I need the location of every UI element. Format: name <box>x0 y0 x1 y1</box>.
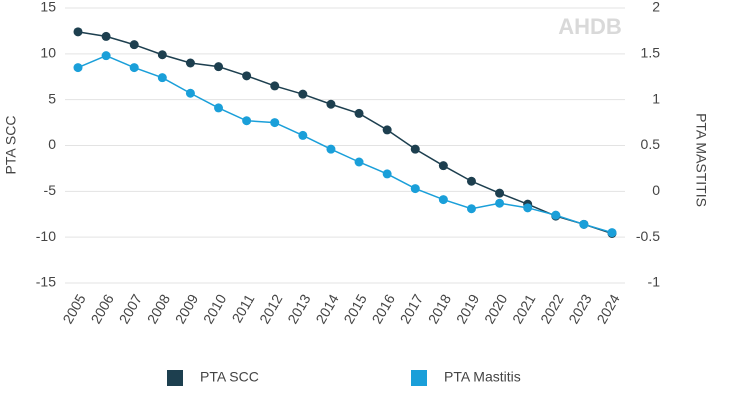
data-point <box>129 40 139 50</box>
data-point <box>270 118 280 128</box>
data-point <box>157 50 167 60</box>
legend-swatch <box>411 370 427 386</box>
data-point <box>551 210 561 220</box>
x-tick-label: 2006 <box>87 291 117 326</box>
data-point <box>382 125 392 135</box>
x-tick-label: 2022 <box>537 291 567 326</box>
x-tick-label: 2024 <box>593 291 623 326</box>
x-tick-label: 2010 <box>200 291 230 326</box>
legend-label: PTA SCC <box>200 369 259 385</box>
x-tick-label: 2005 <box>59 291 89 326</box>
x-tick-label: 2012 <box>256 291 286 326</box>
data-point <box>326 99 336 109</box>
data-point <box>466 204 476 214</box>
y-tick-label: -10 <box>36 228 56 244</box>
data-point <box>354 157 364 167</box>
y-axis-label: PTA SCC <box>3 116 19 175</box>
y-tick-label: -15 <box>36 274 56 290</box>
data-point <box>410 144 420 154</box>
y2-axis-label: PTA MASTITIS <box>693 113 709 207</box>
x-tick-label: 2007 <box>116 291 146 326</box>
x-tick-label: 2023 <box>565 291 595 326</box>
data-point <box>326 144 336 154</box>
data-point <box>157 73 167 83</box>
data-point <box>298 130 308 140</box>
legend-swatch <box>167 370 183 386</box>
data-point <box>438 195 448 205</box>
x-tick-label: 2013 <box>284 291 314 326</box>
data-point <box>607 228 617 238</box>
data-point <box>101 31 111 41</box>
data-point <box>495 188 505 198</box>
x-tick-label: 2008 <box>144 291 174 326</box>
watermark: AHDB <box>558 14 622 39</box>
data-point <box>242 116 252 126</box>
data-point <box>579 219 589 229</box>
y-tick-label: 15 <box>40 0 56 15</box>
y-tick-label: 0 <box>48 136 56 152</box>
data-point <box>129 63 139 73</box>
y2-tick-label: 0 <box>652 182 660 198</box>
x-tick-label: 2015 <box>340 291 370 326</box>
x-tick-label: 2016 <box>369 291 399 326</box>
data-point <box>495 198 505 208</box>
y-tick-label: -5 <box>44 182 57 198</box>
x-tick-label: 2019 <box>453 291 483 326</box>
y2-tick-label: 2 <box>652 0 660 15</box>
x-tick-label: 2018 <box>425 291 455 326</box>
series-line <box>77 31 613 235</box>
data-point <box>466 176 476 186</box>
y-tick-label: 10 <box>40 45 56 61</box>
data-point <box>242 71 252 81</box>
legend-label: PTA Mastitis <box>444 369 521 385</box>
data-point <box>185 58 195 68</box>
data-point <box>270 81 280 91</box>
data-point <box>298 89 308 99</box>
data-point <box>382 169 392 179</box>
y2-tick-label: 0.5 <box>641 136 661 152</box>
y-tick-label: 5 <box>48 90 56 106</box>
x-tick-label: 2017 <box>397 291 427 326</box>
x-tick-label: 2020 <box>481 291 511 326</box>
y2-tick-label: -1 <box>648 274 661 290</box>
data-point <box>185 88 195 98</box>
series-line <box>77 54 613 234</box>
data-point <box>214 103 224 113</box>
x-tick-label: 2011 <box>229 291 258 325</box>
x-tick-label: 2021 <box>509 291 539 326</box>
data-point <box>73 27 83 37</box>
y2-tick-label: -0.5 <box>636 228 660 244</box>
data-point <box>523 203 533 213</box>
x-tick-label: 2014 <box>312 291 342 326</box>
data-point <box>438 161 448 171</box>
data-point <box>73 63 83 73</box>
data-point <box>410 184 420 194</box>
data-point <box>101 51 111 61</box>
y2-tick-label: 1 <box>652 90 660 106</box>
data-point <box>354 108 364 118</box>
x-tick-label: 2009 <box>172 291 202 326</box>
data-point <box>214 62 224 72</box>
y2-tick-label: 1.5 <box>641 45 661 61</box>
